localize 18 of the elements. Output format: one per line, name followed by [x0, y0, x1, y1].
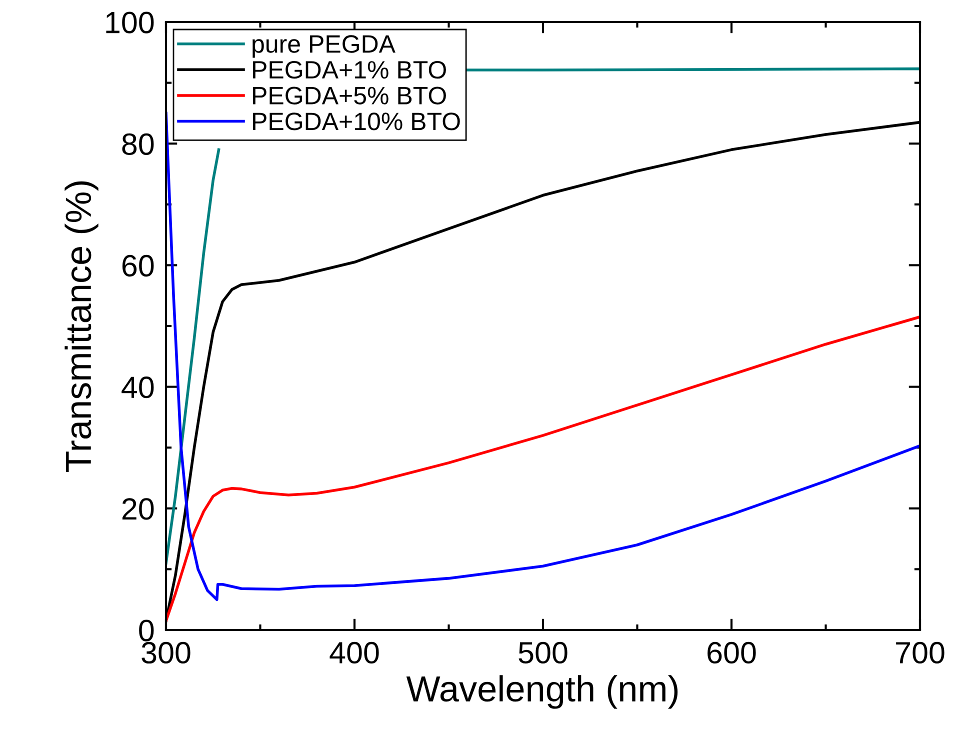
- x-tick-label: 600: [708, 642, 756, 664]
- y-tick-label: 60: [122, 254, 154, 277]
- x-tick-label: 700: [896, 642, 944, 664]
- x-tick-label: 400: [330, 642, 379, 664]
- line-series: [166, 315, 920, 622]
- x-axis-title: Wavelength (nm): [406, 675, 678, 709]
- legend-label: pure PEGDA: [252, 35, 396, 58]
- y-tick-label: 20: [122, 498, 154, 520]
- y-axis-title: Transmittance (%): [64, 181, 98, 472]
- y-tick-label: 80: [122, 133, 154, 155]
- y-tick-label: 0: [139, 620, 154, 642]
- legend-label: PEGDA+1% BTO: [253, 60, 446, 79]
- x-tick-label: 500: [518, 642, 568, 664]
- legend-label: PEGDA+10% BTO: [253, 112, 460, 130]
- x-tick-label: 300: [142, 642, 190, 664]
- legend-label: PEGDA+5% BTO: [253, 86, 446, 104]
- y-tick-label: 40: [122, 376, 154, 398]
- y-tick-label: 100: [106, 12, 154, 34]
